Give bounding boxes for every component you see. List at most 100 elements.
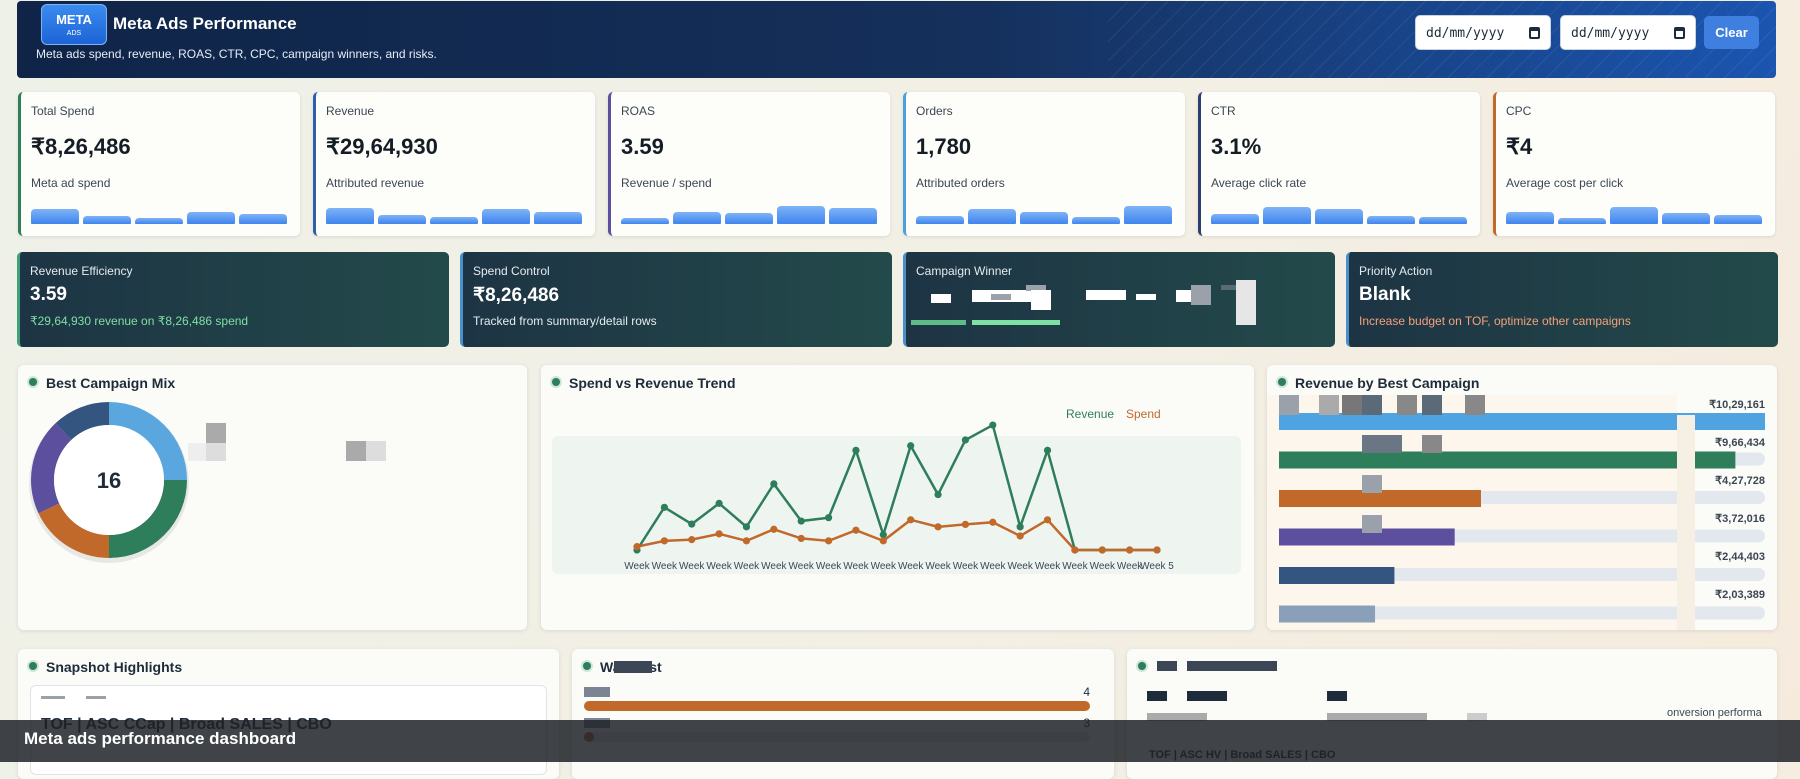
x-tick-label: Week 5 [1140, 561, 1174, 572]
series-point [1016, 532, 1024, 540]
redacted-block [1147, 691, 1167, 701]
bar-value-label: ₹3,72,016 [1715, 513, 1765, 525]
insight-card: Campaign Winner [903, 252, 1335, 347]
redacted-block [1362, 435, 1402, 453]
series-point [715, 499, 723, 507]
title-dot [583, 662, 591, 670]
x-tick-label: Week [789, 561, 815, 572]
insight-label: Spend Control [473, 264, 550, 278]
redacted-block [1221, 285, 1241, 290]
series-point [824, 514, 833, 522]
redacted-block [1327, 713, 1427, 721]
x-tick-label: Week [706, 561, 732, 572]
bar [1279, 490, 1481, 507]
x-tick-label: Week [1062, 561, 1088, 572]
redacted-block [911, 320, 966, 325]
redacted-block [1342, 395, 1362, 415]
series-point [797, 534, 805, 543]
insight-label: Revenue Efficiency [30, 264, 133, 278]
redacted-block [1397, 395, 1417, 415]
insight-card: Revenue Efficiency 3.59 ₹29,64,930 revenue… [17, 252, 449, 347]
kpi-label: Revenue [326, 104, 375, 118]
redacted-block [1031, 290, 1051, 310]
redacted-block [1026, 285, 1046, 291]
kpi-trend-bar [482, 209, 530, 224]
kpi-trend-bar [326, 208, 374, 224]
chart-title: Best Campaign Mix [46, 375, 176, 391]
series-point [660, 503, 668, 511]
chart: Week Week Week Week Week Week Week Week Week Week… [552, 407, 1241, 574]
title-dot [29, 662, 37, 670]
series-point [770, 480, 778, 488]
kpi-trend-bar [1124, 206, 1172, 224]
chart: 16 [29, 402, 386, 563]
kpi-label: ROAS [621, 104, 656, 118]
kpi-value: 3.59 [621, 134, 664, 159]
redacted-block [1157, 661, 1177, 671]
header-title: Meta Ads Performance [113, 14, 297, 33]
insight-note: Increase budget on TOF, optimize other c… [1359, 314, 1631, 328]
series-point [961, 436, 970, 444]
insight-card: Spend Control ₹8,26,486 Tracked from summa… [460, 252, 892, 347]
redacted-block [206, 443, 226, 461]
kpi-value: ₹29,64,930 [326, 134, 438, 159]
redacted-block [1187, 661, 1277, 671]
chart-title: Spend vs Revenue Trend [569, 375, 736, 391]
series-point [715, 530, 723, 538]
clear-button[interactable]: Clear [1704, 16, 1759, 49]
series-line [636, 518, 1157, 552]
bar [1279, 605, 1376, 623]
chart-panel: Spend vs Revenue Trend Week Week Week Week We… [541, 365, 1254, 630]
bar-value-label: ₹9,66,434 [1715, 437, 1766, 449]
bar-track [1279, 568, 1765, 581]
date-input[interactable]: dd/mm/yyyy [1560, 15, 1696, 50]
kpi-value: 1,780 [916, 134, 972, 159]
title-dot [29, 378, 37, 386]
title-dot [1138, 662, 1146, 670]
bar [1279, 528, 1455, 546]
legend-label: Revenue [1066, 407, 1114, 421]
bar-value-label: ₹2,03,389 [1715, 589, 1765, 601]
x-tick-label: Week [925, 561, 951, 572]
series-line [635, 423, 1157, 552]
legend-label: Spend [1126, 407, 1161, 421]
series-point [961, 520, 970, 528]
donut-slice [109, 480, 187, 558]
series-point [1043, 446, 1052, 454]
series-point [797, 517, 805, 525]
kpi-trend-bar [829, 208, 877, 224]
redacted-block [1191, 285, 1211, 305]
series-point [934, 490, 942, 499]
kpi-trend-bar [1315, 209, 1363, 224]
redacted-block [931, 294, 951, 303]
x-tick-label: Week [679, 561, 705, 572]
logo: META ADS [41, 4, 107, 45]
kpi-trend-bar [534, 211, 582, 224]
bar-value-label: ₹2,44,403 [1715, 551, 1765, 563]
redacted-block [972, 320, 1060, 325]
kpi-value: ₹8,26,486 [31, 134, 131, 159]
redacted-block [346, 441, 366, 461]
kpi-trend-bar [1263, 207, 1311, 224]
redacted-block [614, 661, 652, 673]
redacted-block [86, 696, 106, 699]
insight-card: Priority Action Blank Increase budget on T… [1346, 252, 1778, 347]
kpi-note: Revenue / spend [621, 176, 712, 190]
watch-bar [584, 701, 1090, 711]
clear-label: Clear [1715, 25, 1748, 40]
x-tick-label: Week [624, 561, 650, 572]
kpi-card: CTR 3.1% Average click rate [1198, 92, 1480, 236]
kpi-trend-bar [1367, 216, 1415, 224]
series-point [742, 537, 751, 545]
panel-title: Snapshot Highlights [46, 659, 183, 675]
series-point [660, 537, 668, 545]
redacted-block [1187, 691, 1227, 701]
redacted-block [584, 687, 610, 697]
insight-note: Tracked from summary/detail rows [473, 314, 657, 328]
date-input[interactable]: dd/mm/yyyy [1415, 15, 1551, 50]
bar-value-label: ₹10,29,161 [1709, 399, 1765, 411]
x-tick-label: Week [816, 561, 842, 572]
chart-title: Revenue by Best Campaign [1295, 375, 1480, 391]
redacted-block [1147, 713, 1207, 721]
